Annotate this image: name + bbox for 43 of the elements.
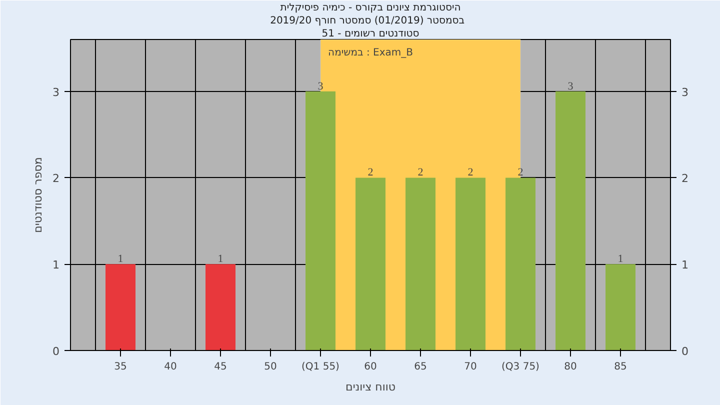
x-tick-label: 40 (164, 362, 177, 372)
data-label: 2 (468, 166, 474, 179)
data-label: 1 (218, 253, 224, 266)
x-tick-label: 70 (464, 362, 477, 372)
x-tick-label: 45 (214, 362, 227, 372)
bar (206, 264, 236, 350)
bar (106, 264, 136, 350)
x-tick-label: 60 (364, 362, 377, 372)
chart-title: היסטוגרמת ציונים בקורס - כימיה פיסיקלית (280, 2, 461, 14)
y-tick-label: 3 (52, 86, 60, 99)
data-label: 1 (618, 253, 624, 266)
y2-tick-label: 2 (682, 172, 688, 186)
y2-tick-label: 0 (682, 345, 688, 358)
data-label: 2 (368, 166, 374, 179)
y-tick-label: 0 (52, 345, 60, 358)
x-tick-label: (Q3 75) (502, 362, 540, 372)
data-label: 1 (118, 253, 124, 266)
bar (456, 178, 486, 350)
x-tick-label: 65 (414, 362, 427, 372)
x-tick-label: 50 (264, 362, 277, 372)
x-tick-label: (Q1 55) (302, 362, 340, 372)
data-label: 2 (418, 166, 424, 179)
bar (306, 91, 336, 350)
chart-subtitle: בסמסטר (01/2019) סמסטר חורף 2019/20 (270, 16, 465, 26)
bar (506, 178, 536, 350)
y2-tick-label: 1 (682, 258, 688, 272)
y-tick-label: 1 (52, 258, 60, 272)
bar (556, 91, 586, 350)
x-tick-label: 35 (114, 362, 127, 372)
y2-tick-label: 3 (682, 86, 688, 99)
bar (356, 178, 386, 350)
annotation: במשימה : Exam_B (328, 48, 414, 58)
x-tick-label: 85 (614, 362, 627, 372)
data-label: 3 (318, 80, 324, 92)
bar (606, 264, 636, 350)
y-axis-title: מספר סטודנטים (32, 157, 44, 233)
bar (406, 178, 436, 350)
data-label: 2 (518, 166, 524, 179)
x-tick-label: 80 (564, 362, 577, 372)
text: סטודנטים רשומים - 51 (322, 28, 420, 40)
y-tick-label: 2 (52, 172, 60, 186)
data-label: 3 (568, 80, 574, 92)
x-axis-title: טווח ציונים (346, 380, 396, 394)
